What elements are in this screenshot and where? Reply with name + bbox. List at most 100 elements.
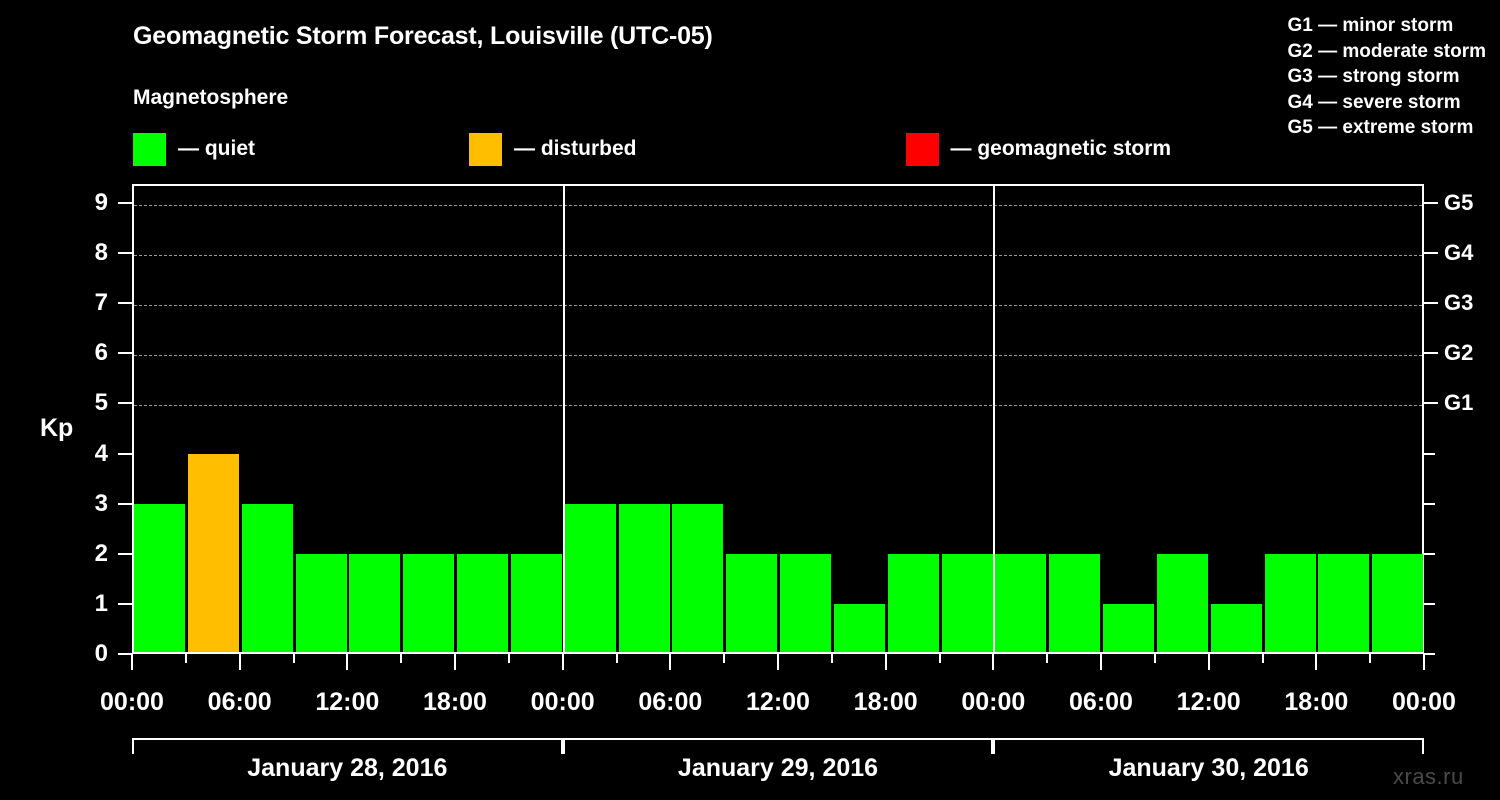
gridline xyxy=(134,355,1422,357)
kp-tick-label: 3 xyxy=(94,489,108,517)
kp-tick-label: 0 xyxy=(94,640,108,667)
bar[interactable] xyxy=(619,503,670,654)
legend-entry: — disturbed xyxy=(469,132,637,166)
page-title: Geomagnetic Storm Forecast, Louisville (… xyxy=(133,22,713,50)
time-minor-tick xyxy=(184,654,187,663)
g-scale-legend-row: G3 — strong storm xyxy=(1287,66,1460,87)
g-scale-legend-row: G2 — moderate storm xyxy=(1287,40,1487,62)
time-tick-mark xyxy=(346,654,349,670)
bar[interactable] xyxy=(565,503,616,654)
g-scale-minor-tick xyxy=(1424,552,1435,555)
kp-tick-label: 4 xyxy=(94,439,108,467)
bar[interactable] xyxy=(1211,603,1262,654)
g-scale-legend-row: G5 — extreme storm xyxy=(1287,117,1474,138)
kp-tick-mark xyxy=(118,252,132,255)
bar[interactable] xyxy=(1103,603,1154,654)
bar[interactable] xyxy=(672,503,723,654)
time-tick-label: 06:00 xyxy=(638,688,703,716)
bar[interactable] xyxy=(1318,553,1369,654)
magnetosphere-subtitle: Magnetosphere xyxy=(133,86,289,109)
plot-inner xyxy=(134,186,1423,654)
time-minor-tick xyxy=(292,654,295,663)
bar[interactable] xyxy=(349,553,400,654)
day-separator xyxy=(993,186,995,654)
time-minor-tick xyxy=(507,654,510,663)
gridline xyxy=(134,205,1422,206)
time-tick-mark xyxy=(1100,654,1102,670)
kp-tick-mark xyxy=(118,452,132,455)
bar[interactable] xyxy=(1157,553,1208,654)
time-minor-tick xyxy=(1261,654,1264,663)
date-bracket xyxy=(993,738,1424,754)
bar[interactable] xyxy=(457,553,508,654)
bar[interactable] xyxy=(403,553,454,654)
legend-entry: — quiet xyxy=(133,132,255,166)
time-tick-mark xyxy=(454,654,456,670)
bar[interactable] xyxy=(188,453,239,654)
gridline xyxy=(134,305,1422,307)
kp-axis-title: Kp xyxy=(40,414,74,442)
time-minor-tick xyxy=(723,654,726,663)
time-tick-mark xyxy=(884,654,887,670)
time-tick-label: 00:00 xyxy=(961,688,1026,716)
kp-tick-mark xyxy=(118,653,132,655)
g-scale-tick-label: G5 xyxy=(1444,190,1474,215)
time-minor-tick xyxy=(400,654,403,663)
date-label: January 29, 2016 xyxy=(677,754,879,782)
kp-tick-label: 7 xyxy=(94,289,108,317)
bar[interactable] xyxy=(242,503,293,654)
bar[interactable] xyxy=(1372,553,1423,654)
bar[interactable] xyxy=(1265,553,1316,654)
bar[interactable] xyxy=(995,553,1046,654)
bar[interactable] xyxy=(942,553,993,654)
kp-tick-mark xyxy=(118,302,132,305)
plot-area xyxy=(132,184,1424,654)
bar[interactable] xyxy=(1049,553,1100,654)
g-scale-tick-label: G4 xyxy=(1444,240,1474,266)
date-bracket xyxy=(132,738,563,754)
bar[interactable] xyxy=(780,553,831,654)
bar[interactable] xyxy=(134,503,185,654)
time-tick-label: 12:00 xyxy=(315,688,380,716)
kp-tick-label: 6 xyxy=(94,339,108,367)
time-tick-mark xyxy=(1423,654,1425,670)
quiet-swatch xyxy=(133,132,166,166)
g-scale-minor-tick xyxy=(1424,602,1435,605)
activity-legend: — quiet — disturbed — geomagnetic storm xyxy=(133,132,1171,166)
bar[interactable] xyxy=(726,553,777,654)
time-minor-tick xyxy=(615,654,618,663)
kp-tick-mark xyxy=(118,602,132,605)
storm-swatch xyxy=(905,132,939,166)
time-tick-mark xyxy=(131,654,133,670)
g-scale-legend-row: G1 — minor storm xyxy=(1287,15,1454,36)
time-minor-tick xyxy=(938,654,941,663)
legend-label: — disturbed xyxy=(514,137,637,160)
time-tick-mark xyxy=(1315,654,1318,670)
day-separator xyxy=(563,186,565,654)
bar[interactable] xyxy=(511,553,562,654)
date-bracket xyxy=(562,738,994,754)
kp-tick-label: 5 xyxy=(94,389,108,417)
time-tick-mark xyxy=(561,654,564,670)
time-tick-label: 18:00 xyxy=(423,688,487,716)
g-scale-tick-mark xyxy=(1424,402,1438,405)
time-tick-label: 12:00 xyxy=(746,688,810,716)
g-scale-minor-tick xyxy=(1424,502,1435,505)
kp-tick-mark xyxy=(118,202,132,204)
time-tick-label: 00:00 xyxy=(1392,688,1456,716)
date-label: January 30, 2016 xyxy=(1108,754,1309,782)
watermark: xras.ru xyxy=(1393,764,1464,789)
time-minor-tick xyxy=(830,654,833,663)
date-label: January 28, 2016 xyxy=(247,754,448,782)
kp-tick-label: 1 xyxy=(94,589,108,617)
x-axis-baseline xyxy=(132,652,1424,654)
kp-tick-mark xyxy=(118,352,132,355)
time-minor-tick xyxy=(1369,654,1372,663)
legend-label: — geomagnetic storm xyxy=(950,137,1172,160)
bar[interactable] xyxy=(834,603,885,654)
time-tick-mark xyxy=(669,654,672,670)
bar[interactable] xyxy=(888,553,939,654)
bar[interactable] xyxy=(296,553,347,654)
g-scale-tick-label: G2 xyxy=(1444,340,1474,366)
